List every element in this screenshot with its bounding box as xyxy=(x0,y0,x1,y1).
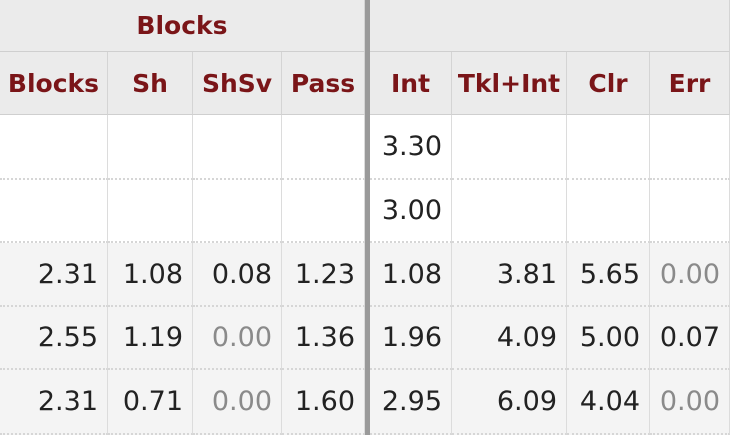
empty-cell xyxy=(452,180,567,243)
empty-cell xyxy=(567,180,650,243)
table-cell: 0.00 xyxy=(650,243,730,307)
table-cell: 1.23 xyxy=(282,243,365,307)
column-header: Int xyxy=(370,52,452,115)
empty-cell xyxy=(650,180,730,243)
table-cell: 0.08 xyxy=(193,243,282,307)
table-cell: 0.07 xyxy=(650,307,730,370)
empty-cell xyxy=(452,115,567,180)
table-cell: 3.00 xyxy=(370,180,452,243)
empty-cell xyxy=(108,180,193,243)
table-cell: 1.96 xyxy=(370,307,452,370)
column-header: Blocks xyxy=(0,52,108,115)
empty-cell xyxy=(193,115,282,180)
column-header: Tkl+Int xyxy=(452,52,567,115)
empty-cell xyxy=(193,180,282,243)
column-header: Err xyxy=(650,52,730,115)
column-header: Pass xyxy=(282,52,365,115)
table-cell: 2.55 xyxy=(0,307,108,370)
table-cell: 0.00 xyxy=(193,307,282,370)
table-cell: 5.00 xyxy=(567,307,650,370)
table-cell: 3.81 xyxy=(452,243,567,307)
empty-cell xyxy=(0,115,108,180)
column-header: Clr xyxy=(567,52,650,115)
empty-cell xyxy=(108,115,193,180)
table-cell: 1.36 xyxy=(282,307,365,370)
group-header-blank xyxy=(370,0,730,52)
column-header: ShSv xyxy=(193,52,282,115)
table-cell: 5.65 xyxy=(567,243,650,307)
table-cell: 6.09 xyxy=(452,370,567,435)
empty-cell xyxy=(650,115,730,180)
table-cell: 2.95 xyxy=(370,370,452,435)
table-cell: 0.00 xyxy=(193,370,282,435)
table-cell: 1.19 xyxy=(108,307,193,370)
empty-cell xyxy=(567,115,650,180)
table-cell: 0.00 xyxy=(650,370,730,435)
table-cell: 1.08 xyxy=(108,243,193,307)
table-cell: 3.30 xyxy=(370,115,452,180)
table-cell: 0.71 xyxy=(108,370,193,435)
table-cell: 1.60 xyxy=(282,370,365,435)
empty-cell xyxy=(282,180,365,243)
table-cell: 4.09 xyxy=(452,307,567,370)
table-cell: 2.31 xyxy=(0,243,108,307)
table-cell: 1.08 xyxy=(370,243,452,307)
empty-cell xyxy=(0,180,108,243)
table-cell: 4.04 xyxy=(567,370,650,435)
column-divider xyxy=(365,0,370,435)
column-header: Sh xyxy=(108,52,193,115)
table-cell: 2.31 xyxy=(0,370,108,435)
group-header: Blocks xyxy=(0,0,365,52)
empty-cell xyxy=(282,115,365,180)
